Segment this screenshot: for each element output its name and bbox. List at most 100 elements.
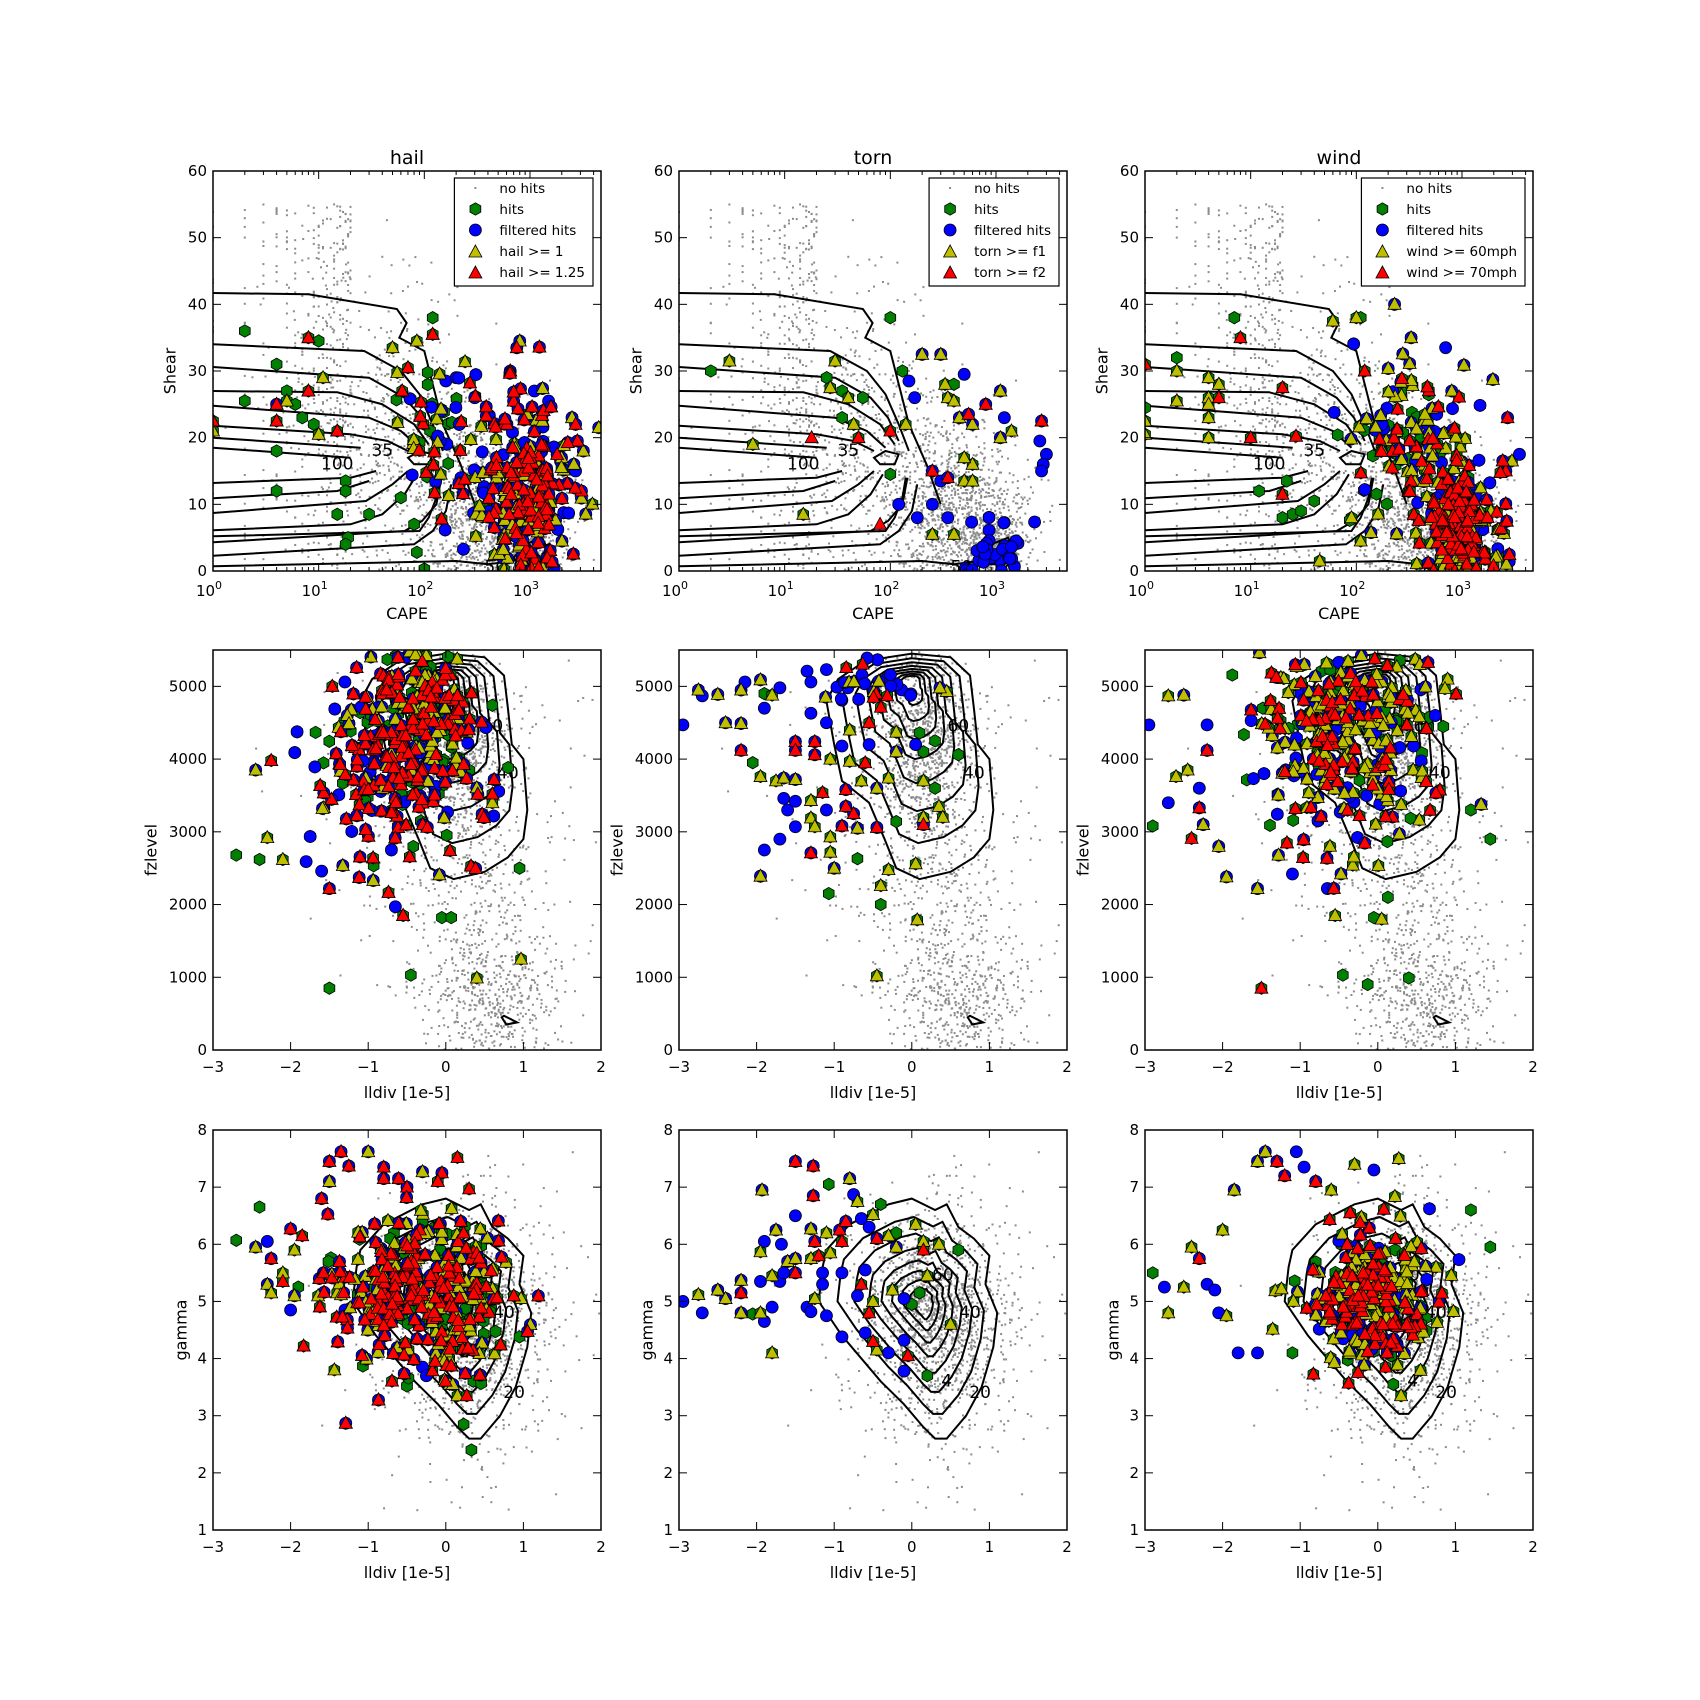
no-hit-point bbox=[428, 421, 431, 424]
no-hit-point bbox=[768, 420, 770, 423]
no-hit-point bbox=[454, 460, 457, 463]
no-hit-point bbox=[294, 291, 297, 294]
no-hit-point bbox=[945, 432, 948, 435]
no-hit-point bbox=[871, 406, 874, 409]
no-hit-point bbox=[955, 541, 958, 544]
no-hit-point bbox=[913, 501, 916, 504]
no-hit-point bbox=[294, 212, 297, 215]
no-hit-point bbox=[998, 538, 1001, 541]
no-hit-point bbox=[941, 487, 943, 490]
no-hit-point bbox=[421, 513, 424, 516]
no-hit-point bbox=[322, 488, 324, 491]
no-hit-point bbox=[467, 460, 470, 462]
no-hit-point bbox=[465, 564, 468, 567]
filtered-hit-marker bbox=[449, 401, 463, 414]
no-hit-point bbox=[939, 549, 942, 552]
no-hit-point bbox=[983, 504, 986, 507]
no-hit-point bbox=[805, 450, 808, 453]
no-hit-point bbox=[979, 505, 982, 508]
no-hit-point bbox=[367, 428, 370, 431]
legend-label: hail >= 1.25 bbox=[499, 265, 585, 281]
no-hit-point bbox=[448, 481, 451, 483]
no-hit-point bbox=[937, 566, 940, 569]
no-hit-point bbox=[920, 553, 923, 556]
no-hit-point bbox=[342, 273, 344, 275]
hit-marker bbox=[421, 377, 434, 392]
no-hit-point bbox=[462, 440, 465, 443]
no-hit-point bbox=[307, 230, 310, 232]
no-hit-point bbox=[1020, 560, 1023, 563]
no-hit-point bbox=[329, 246, 332, 249]
no-hit-point bbox=[375, 472, 378, 474]
no-hit-point bbox=[383, 473, 386, 476]
no-hit-point bbox=[958, 544, 961, 547]
no-hit-point bbox=[996, 503, 999, 505]
no-hit-point bbox=[446, 552, 449, 555]
no-hit-point bbox=[950, 553, 953, 556]
no-hit-point bbox=[1022, 498, 1024, 501]
no-hit-point bbox=[364, 425, 367, 428]
no-hit-point bbox=[853, 465, 856, 468]
no-hit-point bbox=[345, 320, 348, 322]
no-hit-point bbox=[384, 524, 387, 527]
threshold-2-marker bbox=[498, 530, 513, 545]
no-hit-point bbox=[961, 508, 964, 510]
no-hit-point bbox=[301, 333, 304, 336]
no-hit-point bbox=[763, 331, 766, 334]
no-hit-point bbox=[336, 296, 339, 298]
no-hit-point bbox=[399, 512, 402, 515]
legend-label: hits bbox=[499, 202, 524, 218]
no-hit-point bbox=[410, 495, 412, 498]
no-hit-point bbox=[825, 480, 828, 483]
no-hit-point bbox=[345, 412, 348, 415]
no-hit-point bbox=[967, 555, 970, 558]
no-hit-point bbox=[382, 450, 385, 453]
no-hit-point bbox=[331, 378, 334, 381]
no-hit-point bbox=[262, 419, 265, 422]
no-hit-point bbox=[350, 392, 353, 395]
no-hit-point bbox=[275, 208, 278, 211]
no-hit-point bbox=[935, 494, 938, 497]
no-hit-point bbox=[942, 503, 945, 506]
no-hit-point bbox=[961, 506, 964, 509]
filtered-hit-marker bbox=[562, 506, 576, 520]
no-hit-point bbox=[959, 500, 961, 503]
no-hit-point bbox=[331, 327, 334, 330]
no-hit-point bbox=[976, 531, 978, 534]
threshold-2-marker bbox=[527, 423, 542, 438]
no-hit-point bbox=[1015, 379, 1017, 382]
no-hit-point bbox=[333, 258, 336, 261]
no-hit-point bbox=[262, 263, 265, 266]
no-hit-point bbox=[326, 469, 328, 472]
no-hit-point bbox=[924, 535, 927, 538]
no-hit-point bbox=[312, 292, 315, 295]
no-hit-point bbox=[572, 516, 574, 519]
threshold-1-marker bbox=[535, 380, 550, 394]
no-hit-point bbox=[326, 367, 328, 369]
no-hit-point bbox=[954, 493, 957, 496]
no-hit-point bbox=[1049, 510, 1051, 513]
no-hit-point bbox=[296, 396, 299, 399]
no-hit-point bbox=[924, 499, 927, 502]
no-hit-point bbox=[529, 538, 532, 541]
no-hit-point bbox=[890, 525, 893, 528]
no-hit-point bbox=[924, 438, 927, 440]
no-hit-point bbox=[329, 218, 332, 221]
no-hit-point bbox=[461, 555, 464, 558]
no-hit-point bbox=[359, 480, 362, 483]
threshold-1-marker bbox=[385, 339, 400, 354]
no-hit-point bbox=[333, 311, 336, 314]
no-hit-point bbox=[322, 521, 324, 524]
no-hit-point bbox=[444, 367, 447, 370]
threshold-2-marker bbox=[521, 460, 536, 474]
no-hit-point bbox=[386, 453, 389, 456]
no-hit-point bbox=[939, 526, 941, 529]
no-hit-point bbox=[985, 491, 988, 494]
no-hit-point bbox=[366, 409, 369, 412]
no-hit-point bbox=[397, 448, 400, 451]
no-hit-point bbox=[831, 392, 834, 395]
no-hit-point bbox=[322, 247, 324, 250]
no-hit-point bbox=[921, 521, 923, 524]
no-hit-point bbox=[285, 214, 288, 217]
no-hit-point bbox=[974, 533, 977, 536]
